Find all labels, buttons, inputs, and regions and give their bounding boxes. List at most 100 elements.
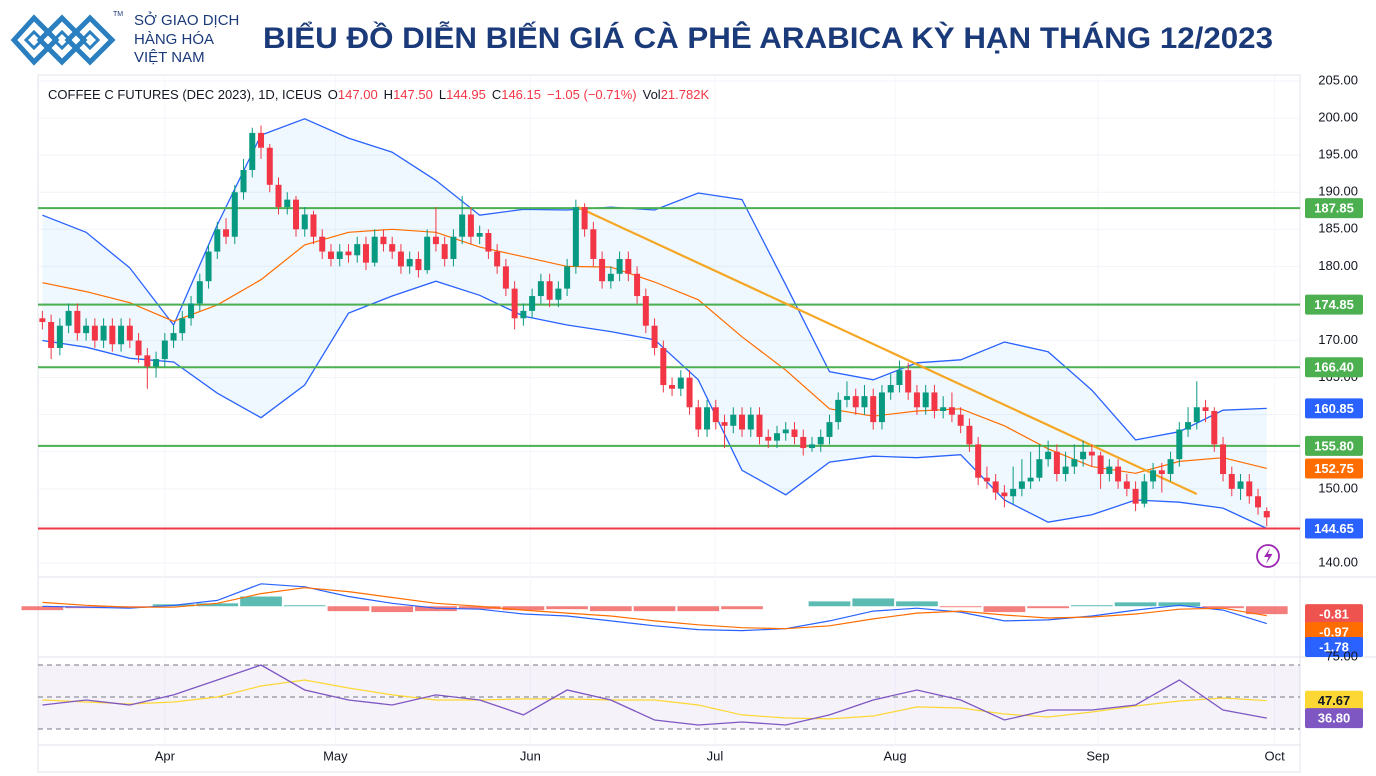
candle-body <box>511 288 518 319</box>
candle-body <box>467 214 474 237</box>
level-label: 166.40 <box>1314 360 1354 375</box>
candle-body <box>695 407 702 430</box>
candle-body <box>188 303 195 319</box>
macd-histogram-bar <box>589 606 632 612</box>
candle-body <box>791 429 798 437</box>
x-tick-label: Jul <box>707 748 724 763</box>
logo-shape <box>23 29 101 51</box>
macd-histogram-bar <box>852 598 895 607</box>
candle-body <box>747 414 754 430</box>
candle-body <box>765 436 772 441</box>
candle-body <box>782 429 789 434</box>
macd-label: -0.97 <box>1319 625 1349 640</box>
candle-body <box>266 147 273 185</box>
candle-body <box>1097 455 1104 475</box>
candle-body <box>109 325 116 345</box>
y-tick-label: 185.00 <box>1318 221 1358 236</box>
candle-body <box>660 347 667 386</box>
macd-histogram-bar <box>327 606 370 612</box>
legend-text: O <box>328 87 338 102</box>
legend-text: Vol <box>643 87 661 102</box>
candle-body <box>1255 496 1262 508</box>
candle-body <box>1053 451 1060 475</box>
candle-body <box>607 273 614 282</box>
candle-body <box>704 407 711 430</box>
legend-text: 147.00 <box>338 87 378 102</box>
candle-body <box>800 436 807 449</box>
candle-body <box>1167 459 1174 475</box>
trademark: TM <box>113 11 123 18</box>
candle-body <box>669 385 676 389</box>
candle-body <box>389 244 396 252</box>
x-tick-label: Sep <box>1086 748 1109 763</box>
candle-body <box>1202 407 1209 411</box>
candle-body <box>1001 492 1008 497</box>
rsi-label-bg <box>1305 708 1363 729</box>
candle-body <box>983 477 990 482</box>
candle-body <box>205 251 212 282</box>
band-label-bg <box>1305 398 1363 419</box>
candle-body <box>957 414 964 426</box>
candle-body <box>861 396 868 408</box>
candle-body <box>380 236 387 245</box>
candle-body <box>634 273 641 297</box>
candle-body <box>336 251 343 259</box>
band-label-bg <box>1305 458 1363 479</box>
candle-body <box>327 251 334 259</box>
candle-body <box>1237 481 1244 489</box>
macd-histogram-bar <box>502 606 545 611</box>
candle-body <box>887 385 894 393</box>
level-label-bg <box>1305 294 1363 315</box>
rsi-ma-label: 47.67 <box>1318 693 1351 708</box>
candle-body <box>686 377 693 408</box>
y-tick-label: 195.00 <box>1318 147 1358 162</box>
legend-text: 144.95 <box>446 87 486 102</box>
candle-body <box>74 310 81 334</box>
candle-body <box>135 340 142 356</box>
macd-label: -0.81 <box>1319 607 1349 622</box>
candle-body <box>415 258 422 271</box>
y-tick-label: 205.00 <box>1318 72 1358 87</box>
candle-body <box>1080 451 1087 460</box>
candle-body <box>196 281 203 304</box>
candle-body <box>1185 422 1192 430</box>
candle-body <box>153 359 160 367</box>
logo-shape <box>64 14 116 66</box>
logo-text: HÀNG HÓA <box>134 31 214 48</box>
macd-histogram-bar <box>677 606 720 612</box>
macd-line <box>42 583 1267 632</box>
macd-label: -1.78 <box>1319 639 1349 654</box>
band-label: 152.75 <box>1314 461 1354 476</box>
candle-body <box>712 407 719 423</box>
macd-histogram-bar <box>983 606 1026 613</box>
rsi-label: 36.80 <box>1318 711 1351 726</box>
candle-body <box>774 433 781 441</box>
candle-body <box>896 370 903 386</box>
candle-body <box>625 258 632 274</box>
candle-body <box>1141 481 1148 504</box>
candle-body <box>843 396 850 400</box>
candle-body <box>1115 466 1122 482</box>
candle-body <box>476 233 483 237</box>
title: BIỂU ĐỒ DIỄN BIẾN GIÁ CÀ PHÊ ARABICA KỲ … <box>263 21 1273 55</box>
candle-body <box>852 396 859 408</box>
candle-body <box>432 236 439 245</box>
macd-histogram-bar <box>1070 605 1113 607</box>
macd-label-bg <box>1305 604 1363 625</box>
candle-body <box>1150 470 1157 482</box>
y-tick-label: 200.00 <box>1318 110 1358 125</box>
x-tick-label: Apr <box>155 748 176 763</box>
candle-body <box>161 340 168 360</box>
candle-body <box>100 325 107 341</box>
candle-body <box>1211 410 1218 445</box>
candle-body <box>1106 466 1113 475</box>
alert-bolt <box>1264 548 1273 564</box>
level-label: 155.80 <box>1314 438 1354 453</box>
candle-body <box>756 414 763 437</box>
candle-body <box>590 229 597 259</box>
candle-body <box>1018 481 1025 489</box>
legend-text: 147.50 <box>393 87 433 102</box>
legend-text: −1.05 (−0.71%) <box>547 87 637 102</box>
candle-body <box>258 132 265 148</box>
candle-body <box>1246 481 1253 497</box>
